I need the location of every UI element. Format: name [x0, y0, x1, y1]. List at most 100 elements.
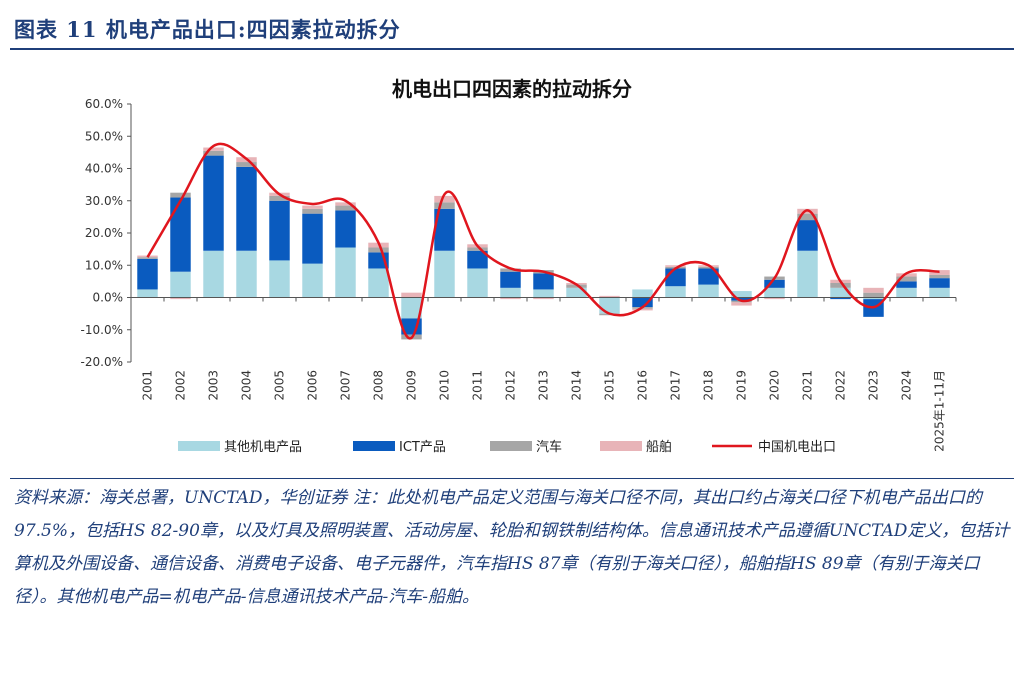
y-tick-label: -20.0% [81, 355, 123, 369]
bar-其他机电产品-2020 [764, 287, 785, 298]
bar-汽车-2007 [335, 205, 356, 211]
bar-ICT产品-2021 [797, 220, 818, 251]
x-tick-label: 2013 [537, 370, 551, 401]
x-tick-label: 2004 [240, 370, 254, 401]
bar-其他机电产品-2008 [368, 268, 389, 298]
bar-船舶-2002 [170, 297, 191, 300]
line-中国机电出口 [146, 142, 940, 340]
bar-ICT产品-2012 [500, 271, 521, 288]
bar-船舶-2007 [335, 202, 356, 206]
bar-船舶-2006 [302, 205, 323, 209]
bar-ICT产品-2004 [236, 166, 257, 251]
bar-汽车-2010 [434, 202, 455, 209]
x-tick-label: 2007 [339, 370, 353, 401]
bar-其他机电产品-2009 [401, 297, 422, 319]
y-tick-label: 50.0% [85, 129, 123, 143]
bar-ICT产品-2019 [731, 297, 752, 301]
bar-其他机电产品-2019 [731, 291, 752, 298]
legend-swatch [490, 441, 532, 451]
x-tick-label: 2008 [372, 370, 386, 401]
bar-船舶-2016 [632, 308, 653, 311]
bar-其他机电产品-2002 [170, 271, 191, 298]
legend-swatch [600, 441, 642, 451]
bar-ICT产品-2024 [896, 281, 917, 288]
bar-其他机电产品-2006 [302, 263, 323, 298]
y-tick-label: 60.0% [85, 97, 123, 111]
bar-ICT产品-2010 [434, 208, 455, 251]
bar-ICT产品-2013 [533, 273, 554, 290]
bar-汽车-2014 [566, 284, 587, 288]
x-tick-label: 2017 [669, 370, 683, 401]
bar-ICT产品-2007 [335, 210, 356, 248]
legend-label: ICT产品 [399, 440, 446, 455]
x-tick-label: 2016 [636, 370, 650, 401]
bar-汽车-2001 [137, 257, 158, 259]
figure-header: 图表 11 机电产品出口:四因素拉动拆分 [14, 17, 401, 42]
x-tick-label: 2020 [768, 370, 782, 401]
y-tick-label: 0.0% [93, 291, 124, 305]
x-tick-label: 2022 [834, 370, 848, 401]
bar-汽车-2023 [863, 292, 884, 298]
legend-label: 汽车 [536, 439, 562, 455]
footnote-divider [10, 478, 1014, 479]
x-tick-label: 2006 [306, 370, 320, 401]
bar-汽车-2024 [896, 276, 917, 282]
x-tick-label: 2021 [801, 370, 815, 401]
x-tick-label: 2014 [570, 370, 584, 401]
bar-ICT产品-2001 [137, 258, 158, 290]
bar-汽车-2002 [170, 192, 191, 198]
bar-其他机电产品-2025年1-11月 [929, 287, 950, 298]
bar-ICT产品-2022 [830, 297, 851, 300]
bar-船舶-2009 [401, 292, 422, 298]
x-tick-label: 2001 [141, 370, 155, 401]
legend-label: 中国机电出口 [758, 440, 836, 455]
bar-ICT产品-2005 [269, 200, 290, 261]
legend-swatch [353, 441, 395, 451]
bar-其他机电产品-2022 [830, 287, 851, 298]
bar-ICT产品-2016 [632, 297, 653, 308]
x-tick-label: 2023 [867, 370, 881, 401]
bar-船舶-2024 [896, 273, 917, 277]
legend-label: 船舶 [646, 439, 672, 455]
x-tick-label: 2024 [900, 370, 914, 401]
bar-船舶-2012 [500, 297, 521, 300]
bar-ICT产品-2018 [698, 268, 719, 285]
bar-汽车-2022 [830, 282, 851, 288]
bar-ICT产品-2020 [764, 279, 785, 288]
bar-汽车-2006 [302, 208, 323, 214]
bar-汽车-2011 [467, 247, 488, 251]
bar-ICT产品-2017 [665, 268, 686, 287]
bar-汽车-2004 [236, 162, 257, 167]
bar-船舶-2020 [764, 297, 785, 300]
footnote: 资料来源：海关总署，UNCTAD，华创证券 注：此处机电产品定义范围与海关口径不… [14, 488, 1010, 607]
bar-其他机电产品-2023 [863, 297, 884, 300]
legend-item: 船舶 [600, 439, 672, 455]
y-tick-label: -10.0% [81, 323, 123, 337]
bar-船舶-2017 [665, 265, 686, 267]
bar-汽车-2018 [698, 266, 719, 269]
bar-船舶-2003 [203, 147, 224, 151]
x-tick-label: 2019 [735, 370, 749, 401]
bar-其他机电产品-2017 [665, 286, 686, 298]
y-tick-label: 30.0% [85, 194, 123, 208]
bar-船舶-2019 [731, 302, 752, 306]
bar-ICT产品-2011 [467, 250, 488, 269]
legend-item: 其他机电产品 [178, 440, 302, 455]
x-tick-label: 2005 [273, 370, 287, 401]
x-tick-label: 2002 [174, 370, 188, 401]
x-tick-label: 2009 [405, 370, 419, 401]
bar-船舶-2013 [533, 297, 554, 300]
bar-其他机电产品-2004 [236, 250, 257, 298]
bar-其他机电产品-2013 [533, 289, 554, 298]
bar-汽车-2003 [203, 150, 224, 156]
y-tick-label: 20.0% [85, 226, 123, 240]
bar-其他机电产品-2014 [566, 287, 587, 298]
legend-item: 汽车 [490, 439, 562, 455]
bar-汽车-2012 [500, 268, 521, 272]
bar-其他机电产品-2003 [203, 250, 224, 298]
bar-汽车-2021 [797, 213, 818, 221]
legend-swatch [178, 441, 220, 451]
bar-其他机电产品-2015 [599, 297, 620, 314]
bar-其他机电产品-2016 [632, 289, 653, 298]
legend-item: ICT产品 [353, 440, 446, 455]
